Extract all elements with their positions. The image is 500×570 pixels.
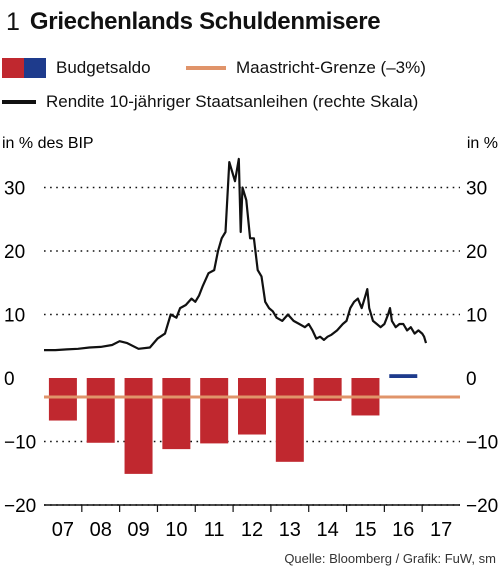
- legend-swatch-maastricht: [186, 66, 226, 70]
- legend-item-maastricht: Maastricht-Grenze (–3%): [186, 58, 426, 78]
- x-tick-label: 09: [127, 519, 149, 541]
- axes: 30 30 20 20 10 10 0 0 −10 −10 −20 −20 07 08 09 10 11 12 13…: [4, 179, 498, 542]
- x-tick-label: 14: [317, 519, 339, 541]
- x-tick-label: 10: [165, 519, 187, 541]
- legend-label-budget: Budgetsaldo: [56, 58, 151, 77]
- y-tick-label-right: 0: [466, 369, 477, 390]
- chart-title-row: 1 Griechenlands Schuldenmisere: [6, 2, 381, 42]
- x-tick-label: 08: [90, 519, 112, 541]
- y-tick-label-right: 20: [466, 242, 487, 263]
- figure-number: 1: [6, 7, 20, 36]
- budget-bar-13: [275, 378, 304, 462]
- yield-line-group: [44, 157, 428, 352]
- legend-item-yield: Rendite 10-jähriger Staatsanleihen (rech…: [2, 92, 418, 112]
- y-tick-label-left: 10: [4, 306, 25, 327]
- legend-swatch-yield: [2, 100, 36, 104]
- legend-swatch-surplus: [24, 58, 46, 78]
- budget-bar-14: [313, 378, 342, 401]
- budget-bar-11: [200, 378, 229, 444]
- y-tick-label-left: 30: [4, 179, 25, 200]
- x-tick-label: 13: [279, 519, 301, 541]
- x-tick-label: 07: [52, 519, 74, 541]
- left-axis-label: in % des BIP: [2, 135, 94, 152]
- x-tick-label: 17: [430, 519, 452, 541]
- chart-title: Griechenlands Schuldenmisere: [29, 8, 381, 35]
- x-tick-label: 12: [241, 519, 263, 541]
- source-credit: Quelle: Bloomberg / Grafik: FuW, sm: [284, 551, 496, 566]
- legend-item-budget: Budgetsaldo: [2, 58, 151, 78]
- y-tick-label-left: 20: [4, 242, 25, 263]
- y-tick-label-right: −20: [466, 496, 498, 517]
- legend-label-yield: Rendite 10-jähriger Staatsanleihen (rech…: [46, 92, 419, 111]
- y-tick-label-left: −20: [4, 496, 36, 517]
- y-tick-label-right: 10: [466, 306, 487, 327]
- x-tick-label: 16: [392, 519, 414, 541]
- budget-bar-12: [238, 378, 266, 435]
- y-tick-label-left: −10: [4, 433, 36, 454]
- budget-bar-08: [86, 378, 115, 443]
- yield-line: [44, 157, 428, 352]
- y-tick-label-right: 30: [466, 179, 487, 200]
- x-tick-label: 15: [354, 519, 376, 541]
- y-tick-label-left: 0: [4, 369, 15, 390]
- x-tick-label: 11: [204, 519, 225, 541]
- budget-bar-09: [124, 378, 153, 474]
- legend-swatch-deficit: [2, 58, 24, 78]
- budget-bar-16: [389, 374, 418, 378]
- budget-bar-07: [48, 378, 77, 421]
- legend-label-maastricht: Maastricht-Grenze (–3%): [236, 58, 426, 77]
- y-tick-label-right: −10: [466, 433, 498, 454]
- budget-bar-10: [162, 378, 191, 450]
- right-axis-label: in %: [467, 135, 498, 152]
- bars: [48, 374, 418, 474]
